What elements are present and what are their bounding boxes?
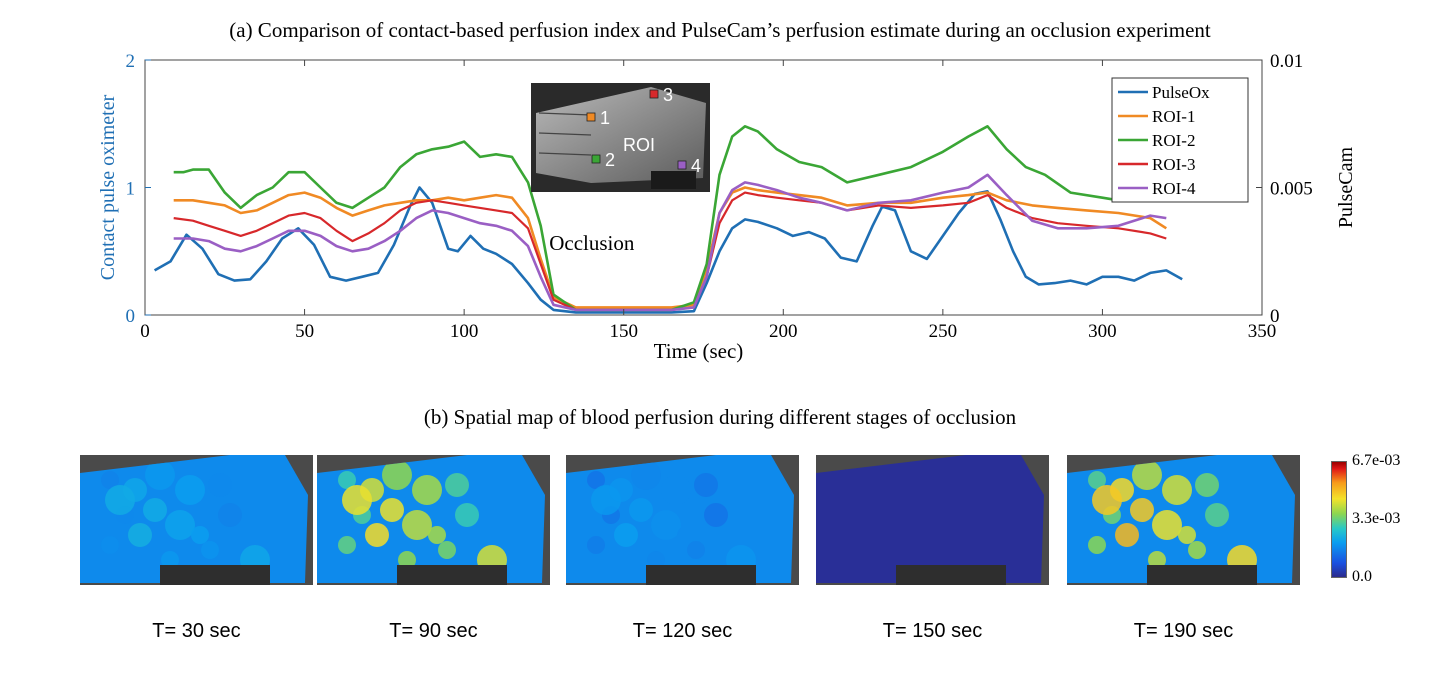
inset-hand (536, 87, 706, 183)
inset-roi-label: ROI (623, 135, 655, 155)
x-tick-label: 350 (1248, 321, 1277, 342)
inset-shadow (651, 171, 696, 189)
inset-marker-4 (677, 160, 687, 170)
colorbar-tick-min: 0.0 (1352, 568, 1372, 585)
perfusion-map-2 (317, 455, 550, 585)
y2-axis-label: PulseCam (1335, 147, 1357, 229)
inset-marker-1 (586, 112, 596, 122)
perfusion-map-3 (566, 455, 799, 585)
panel-b-title: (b) Spatial map of blood perfusion durin… (423, 405, 1017, 429)
map-caption: T= 90 sec (389, 620, 478, 642)
perfusion-map-image (566, 455, 799, 585)
x-tick-label: 0 (140, 321, 150, 342)
y2-tick-label: 0.01 (1270, 51, 1303, 72)
legend-label: ROI-2 (1152, 131, 1195, 150)
panel-a-title: (a) Comparison of contact-based perfusio… (229, 18, 1211, 42)
inset-finger-gap (538, 112, 592, 116)
y-tick-label: 0 (126, 306, 136, 327)
perfusion-map-image (1067, 455, 1300, 585)
legend-box (1111, 77, 1249, 203)
perfusion-map-image (317, 455, 550, 585)
x-tick-label: 250 (929, 321, 958, 342)
inset-marker-label: 2 (605, 150, 615, 170)
perfusion-map-image (80, 455, 313, 585)
series-line-roi-1 (173, 186, 1167, 309)
x-tick-label: 300 (1088, 321, 1117, 342)
x-tick-label: 150 (609, 321, 638, 342)
perfusion-map-1 (80, 455, 313, 585)
x-tick-label: 200 (769, 321, 798, 342)
occlusion-annotation: Occlusion (549, 231, 635, 255)
inset-marker-label: 1 (600, 108, 610, 128)
y-axis-label: Contact pulse oximeter (97, 94, 119, 280)
perfusion-map-image (816, 455, 1049, 585)
y-tick-label: 2 (126, 51, 136, 72)
legend-label: ROI-4 (1152, 179, 1196, 198)
series-line-roi-2 (173, 125, 1119, 312)
inset-finger-gap (538, 152, 592, 156)
y-tick-label: 1 (126, 179, 136, 200)
y2-tick-label: 0.005 (1270, 179, 1313, 200)
colorbar-tick-max: 6.7e-03 (1352, 452, 1401, 469)
legend-label: ROI-3 (1152, 155, 1195, 174)
map-caption: T= 120 sec (632, 620, 733, 642)
inset-marker-label: 3 (663, 85, 673, 105)
perfusion-map-4 (816, 455, 1049, 585)
colorbar (1331, 461, 1347, 578)
inset-marker-2 (591, 154, 601, 164)
colorbar-tick-mid: 3.3e-03 (1352, 510, 1401, 527)
map-caption: T= 30 sec (152, 620, 241, 642)
series-line-roi-4 (173, 173, 1167, 312)
y2-tick-label: 0 (1270, 306, 1280, 327)
map-caption: T= 150 sec (882, 620, 983, 642)
inset-finger-gap (538, 132, 592, 136)
perfusion-map-5 (1067, 455, 1300, 585)
legend-label: ROI-1 (1152, 107, 1195, 126)
legend-label: PulseOx (1152, 83, 1210, 102)
series-line-pulseox (153, 186, 1183, 314)
x-tick-label: 50 (295, 321, 314, 342)
x-axis-label: Time (sec) (654, 339, 744, 363)
x-tick-label: 100 (450, 321, 479, 342)
map-caption: T= 190 sec (1133, 620, 1234, 642)
inset-marker-label: 4 (691, 156, 701, 176)
inset-marker-3 (649, 89, 659, 99)
